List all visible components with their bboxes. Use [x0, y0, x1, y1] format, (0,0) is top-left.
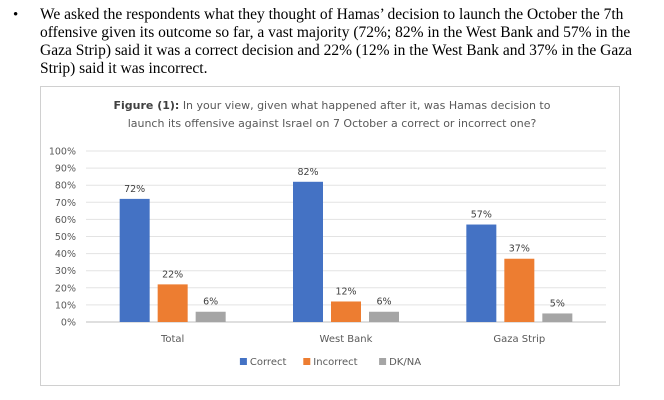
data-label: 82% [297, 167, 318, 178]
bar [195, 311, 226, 322]
bar [119, 198, 150, 322]
bar [293, 181, 323, 322]
data-label: 22% [162, 269, 183, 280]
data-label: 37% [509, 244, 530, 255]
y-tick-label: 100% [49, 147, 76, 158]
legend-label: DK/NA [389, 357, 421, 368]
legend-swatch [379, 358, 387, 365]
figure-label: Figure (1): [113, 99, 180, 112]
bar [466, 224, 497, 322]
x-category-label: Gaza Strip [493, 334, 545, 345]
y-tick-label: 20% [55, 283, 76, 294]
bar [369, 311, 399, 322]
bar [504, 258, 535, 322]
legend-swatch [303, 358, 311, 365]
y-tick-label: 0% [61, 318, 76, 329]
y-tick-label: 10% [55, 300, 76, 311]
paragraph-text: We asked the respondents what they thoug… [40, 6, 633, 77]
chart-frame [40, 86, 620, 386]
x-category-label: West Bank [320, 334, 373, 345]
data-label: 12% [335, 286, 356, 297]
data-label: 57% [471, 210, 492, 221]
y-tick-label: 30% [55, 266, 76, 277]
x-category-label: Total [160, 334, 184, 345]
chart-title-line-2: launch its offensive against Israel on 7… [127, 117, 537, 130]
y-tick-label: 50% [55, 232, 76, 243]
bar [331, 301, 361, 322]
data-label: 6% [376, 297, 391, 308]
chart-title: Figure (1): In your view, given what hap… [0, 97, 664, 133]
y-tick-label: 40% [55, 249, 76, 260]
y-tick-label: 80% [55, 181, 76, 192]
chart-title-line-1: In your view, given what happened after … [182, 99, 551, 112]
bullet-icon: • [13, 7, 19, 23]
data-label: 6% [203, 297, 218, 308]
data-label: 5% [550, 298, 565, 309]
legend-swatch [239, 358, 247, 365]
legend-label: Correct [250, 357, 287, 368]
y-tick-label: 90% [55, 164, 76, 175]
legend-label: Incorrect [313, 357, 357, 368]
y-tick-label: 70% [55, 198, 76, 209]
y-tick-label: 60% [55, 215, 76, 226]
data-label: 72% [124, 184, 145, 195]
bar [157, 284, 188, 322]
bar [542, 313, 573, 322]
